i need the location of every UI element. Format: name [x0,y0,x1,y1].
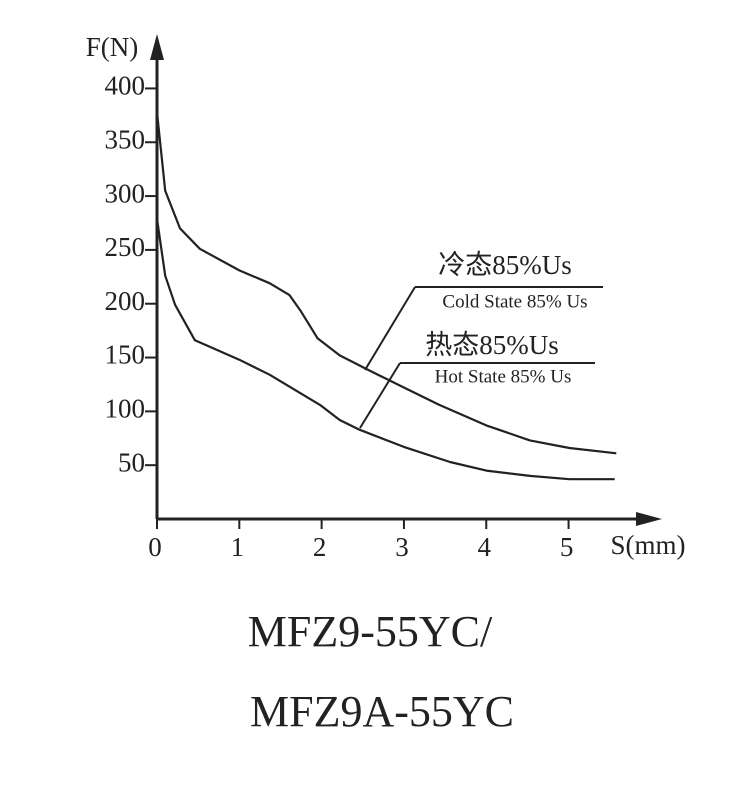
caption: MFZ9A-55YC [250,687,514,736]
annotation-sub: Hot State 85% Us [435,366,572,387]
caption: MFZ9-55YC/ [248,607,493,656]
y-tick-label: 350 [105,124,146,154]
annotation-sub: Cold State 85% Us [442,291,587,312]
x-tick-label: 1 [231,532,245,562]
annotation-leader [364,286,416,371]
x-tick-label: 5 [560,532,574,562]
line-series [155,111,617,455]
y-tick-label: 150 [105,340,146,370]
x-axis-label: S(mm) [610,530,685,560]
y-tick-label: 50 [118,447,145,477]
x-tick-label: 0 [148,532,162,562]
x-tick-label: 2 [313,532,327,562]
y-tick-label: 250 [105,232,146,262]
x-tick-label: 3 [395,532,409,562]
y-tick-label: 300 [105,178,146,208]
annotation: 冷态85%Us [438,250,572,280]
x-tick-label: 4 [478,532,492,562]
line-series [155,218,615,481]
y-tick-label: 400 [105,71,146,101]
y-tick-label: 100 [105,394,146,424]
y-axis-label: F(N) [86,32,139,62]
y-axis-arrow [150,34,164,60]
y-tick-label: 200 [105,286,146,316]
annotation: 热态85%Us [425,330,559,360]
annotation-leader [359,362,401,429]
x-axis-arrow [636,512,662,526]
